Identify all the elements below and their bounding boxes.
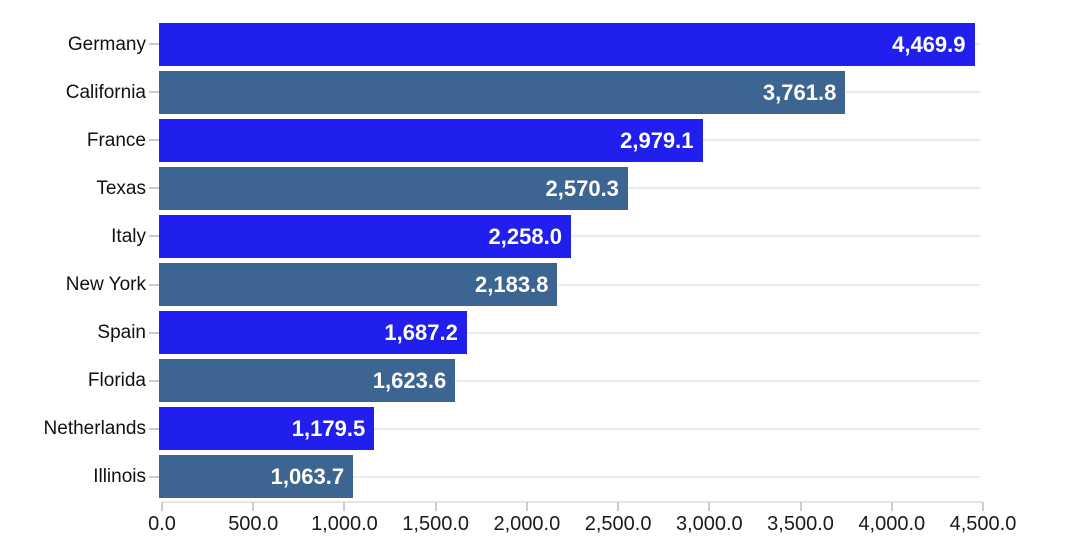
bar-row: Illinois 1,063.7 (0, 453, 983, 501)
bar[interactable]: 2,183.8 (159, 263, 558, 307)
x-axis-tick (799, 502, 802, 511)
bar-track: 1,623.6 (159, 359, 980, 403)
x-axis-tick (525, 502, 528, 511)
category-tick (149, 427, 159, 430)
bar-row: France 2,979.1 (0, 116, 983, 164)
category-tick (149, 235, 159, 238)
bar-value-label: 4,469.9 (892, 31, 966, 57)
bar-row: New York 2,183.8 (0, 260, 983, 308)
bar[interactable]: 3,761.8 (159, 70, 846, 114)
category-tick (149, 379, 159, 382)
bar-value-label: 2,183.8 (475, 272, 549, 298)
category-tick (149, 283, 159, 286)
x-axis-tick-label: 3,000.0 (675, 513, 743, 535)
bar[interactable]: 1,179.5 (159, 407, 375, 451)
category-tick (149, 139, 159, 142)
category-label: Germany (67, 33, 146, 55)
category-gridline (159, 331, 980, 334)
bar-track: 4,469.9 (159, 22, 980, 66)
category-tick (149, 187, 159, 190)
x-axis-tick-label: 1,500.0 (402, 513, 470, 535)
x-axis-tick-label: 2,000.0 (493, 513, 561, 535)
x-axis-tick (890, 502, 893, 511)
bar-track: 3,761.8 (159, 70, 980, 114)
bar-track: 2,258.0 (159, 214, 980, 258)
x-axis-tick-label: 1,000.0 (311, 513, 378, 535)
bar-track: 2,183.8 (159, 263, 980, 307)
category-tick (149, 475, 159, 478)
bar[interactable]: 1,063.7 (159, 455, 354, 499)
x-axis-tick-label: 500.0 (228, 513, 279, 535)
bar[interactable]: 4,469.9 (159, 22, 975, 66)
x-axis-tick (252, 502, 255, 511)
category-label: Italy (111, 225, 146, 247)
x-axis-tick-label: 4,000.0 (858, 513, 926, 535)
bar-track: 1,063.7 (159, 455, 980, 499)
x-axis-tick-label: 3,500.0 (767, 513, 834, 535)
bar-value-label: 2,570.3 (545, 175, 619, 201)
category-label: Florida (87, 370, 146, 392)
bar-value-label: 1,687.2 (384, 320, 458, 346)
category-label: New York (65, 274, 146, 296)
x-axis-tick-label: 4,500.0 (949, 513, 1017, 535)
bar-value-label: 1,179.5 (291, 416, 366, 442)
bar[interactable]: 2,979.1 (159, 118, 703, 162)
bar-track: 1,687.2 (159, 311, 980, 355)
category-label: France (86, 129, 146, 151)
category-gridline (159, 283, 980, 286)
x-axis-tick (982, 502, 984, 511)
bar-value-label: 1,063.7 (270, 464, 345, 490)
category-tick (149, 331, 159, 334)
bar-track: 2,979.1 (159, 118, 980, 162)
x-axis-tick (617, 502, 620, 511)
x-axis: 0.0 500.0 1,000.0 1,500.0 2,000.0 2,500.… (148, 501, 1016, 541)
category-label: California (65, 81, 146, 103)
bar-value-label: 3,761.8 (762, 79, 837, 105)
x-axis-line (162, 501, 983, 503)
category-tick (149, 43, 159, 46)
x-axis-tick (434, 502, 437, 511)
bar-row: Spain 1,687.2 (0, 309, 983, 357)
plot-area: Germany 4,469.9 California 3,761.8 Franc… (0, 20, 983, 501)
category-gridline (159, 379, 980, 382)
bar-track: 2,570.3 (159, 166, 980, 210)
bar-row: Texas 2,570.3 (0, 164, 983, 212)
bar[interactable]: 2,570.3 (159, 166, 628, 210)
bar[interactable]: 2,258.0 (159, 214, 571, 258)
category-label: Illinois (93, 466, 146, 488)
category-label: Spain (97, 322, 146, 344)
bar[interactable]: 1,687.2 (159, 311, 467, 355)
bar-track: 1,179.5 (159, 407, 980, 451)
x-axis-tick (708, 502, 711, 511)
category-label: Texas (96, 177, 146, 199)
category-label: Netherlands (43, 418, 146, 440)
category-tick (149, 91, 159, 94)
bar-row: Italy 2,258.0 (0, 212, 983, 260)
category-gridline (159, 475, 980, 478)
x-axis-tick (343, 502, 346, 511)
bar-row: Germany 4,469.9 (0, 20, 983, 68)
bar[interactable]: 1,623.6 (159, 359, 456, 403)
x-axis-tick-label: 0.0 (148, 513, 176, 535)
x-axis-tick (161, 502, 163, 511)
bar-value-label: 2,258.0 (488, 223, 562, 249)
category-gridline (159, 427, 980, 430)
bar-value-label: 2,979.1 (620, 127, 694, 153)
bar-row: Netherlands 1,179.5 (0, 405, 983, 453)
bar-row: California 3,761.8 (0, 68, 983, 116)
bar-value-label: 1,623.6 (372, 368, 447, 394)
bar-row: Florida 1,623.6 (0, 357, 983, 405)
x-axis-tick-label: 2,500.0 (584, 513, 652, 535)
